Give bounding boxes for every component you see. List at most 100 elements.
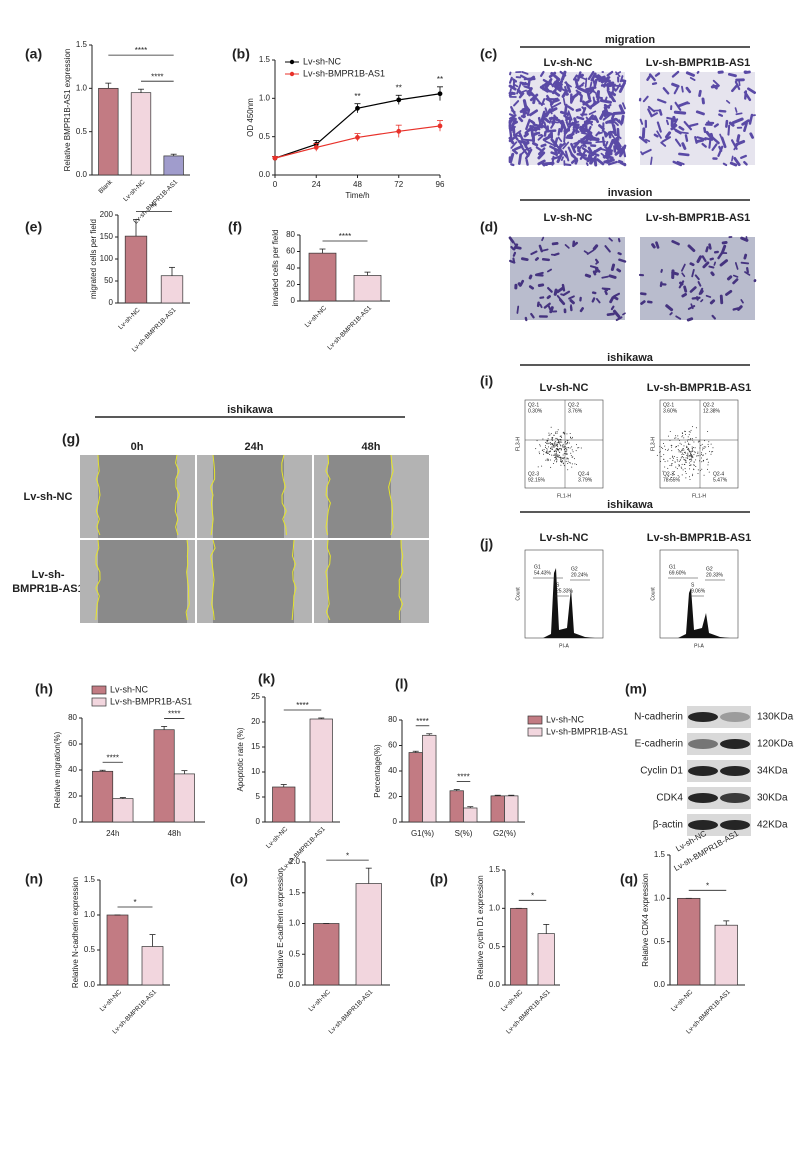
- legend-label: Lv-sh-BMPR1B-AS1: [110, 696, 192, 706]
- event-dot: [551, 443, 553, 445]
- cell: [516, 305, 520, 314]
- cell: [733, 157, 741, 167]
- event-dot: [687, 442, 689, 444]
- cell: [734, 262, 739, 270]
- bar: [504, 795, 519, 823]
- cell: [645, 138, 651, 143]
- cell: [612, 309, 621, 318]
- cell: [647, 105, 656, 113]
- flow-frame: [659, 549, 739, 639]
- cell: [537, 283, 545, 287]
- cell: [592, 244, 599, 251]
- event-dot: [693, 461, 695, 463]
- event-dot: [550, 443, 552, 445]
- event-dot: [699, 460, 701, 462]
- cell: [579, 127, 586, 134]
- cell: [748, 113, 754, 125]
- event-dot: [695, 427, 697, 429]
- bar: [124, 235, 148, 304]
- event-dot: [684, 463, 686, 465]
- marker: [396, 97, 402, 103]
- y-tick-label: 20: [68, 791, 77, 800]
- gate-value: 69.60%: [669, 570, 687, 576]
- event-dot: [567, 447, 569, 449]
- cell: [740, 261, 750, 265]
- y-axis-label: Relative CDK4 expression: [641, 873, 650, 966]
- y-tick-label: 0.5: [259, 132, 271, 141]
- line: [274, 125, 441, 159]
- cell: [541, 115, 546, 126]
- cell: [529, 119, 536, 125]
- event-dot: [680, 457, 682, 459]
- event-dot: [660, 456, 662, 458]
- column-label: 24h: [245, 441, 264, 453]
- event-dot: [551, 439, 553, 441]
- bar: [355, 883, 382, 986]
- gate-name: G1: [534, 564, 541, 570]
- cell: [587, 70, 595, 81]
- cell: [616, 139, 622, 148]
- event-dot: [553, 462, 555, 464]
- cell: [689, 76, 696, 81]
- event-dot: [685, 457, 687, 459]
- event-dot: [676, 459, 678, 461]
- event-dot: [680, 459, 682, 461]
- band-name: β-actin: [653, 820, 683, 831]
- x-axis-label: PI-A: [559, 643, 569, 649]
- event-dot: [659, 445, 661, 447]
- event-dot: [702, 447, 704, 449]
- event-dot: [684, 441, 686, 443]
- cell: [508, 84, 517, 91]
- x-tick-label: Lv-sh-NC: [122, 178, 147, 203]
- x-tick-label: Lv-sh-NC: [99, 988, 124, 1013]
- cell: [562, 141, 570, 150]
- event-dot: [570, 437, 572, 439]
- event-dot: [696, 455, 698, 457]
- y-tick-label: 1.0: [76, 83, 88, 92]
- band-name: E-cadherin: [635, 739, 683, 750]
- event-dot: [546, 449, 548, 451]
- y-tick-label: 80: [286, 230, 295, 239]
- event-dot: [549, 434, 551, 436]
- event-dot: [683, 457, 685, 459]
- y-axis-label: Count: [515, 587, 521, 601]
- cell: [560, 70, 567, 81]
- panel-label: (h): [35, 681, 53, 697]
- event-dot: [562, 461, 564, 463]
- event-dot: [667, 460, 669, 462]
- event-dot: [669, 440, 671, 442]
- column-label: Lv-sh-BMPR1B-AS1: [646, 57, 751, 69]
- event-dot: [662, 470, 664, 472]
- band-size: 130KDa: [757, 712, 794, 723]
- cell: [731, 117, 744, 125]
- event-dot: [557, 445, 559, 447]
- cell: [539, 70, 545, 77]
- event-dot: [682, 469, 684, 471]
- event-dot: [687, 436, 689, 438]
- y-tick-label: 1.0: [84, 910, 96, 919]
- panel-label: (n): [25, 871, 43, 887]
- event-dot: [710, 443, 712, 445]
- cell: [560, 150, 568, 159]
- significance-label: ****: [107, 753, 119, 762]
- cell: [541, 236, 545, 242]
- blot-strip: [687, 706, 751, 728]
- cell: [719, 259, 729, 267]
- event-dot: [556, 432, 558, 434]
- event-dot: [686, 440, 688, 442]
- cell: [673, 87, 679, 95]
- event-dot: [685, 446, 687, 448]
- y-tick-label: 20: [251, 717, 260, 726]
- quadrant-name: Q2-4: [578, 471, 589, 477]
- cell: [603, 131, 607, 138]
- y-tick-label: 0.0: [76, 170, 88, 179]
- event-dot: [556, 442, 558, 444]
- significance-label: ****: [296, 701, 308, 710]
- cell: [678, 125, 685, 131]
- cell: [640, 300, 646, 305]
- wound-edge: [95, 454, 101, 536]
- event-dot: [566, 453, 568, 455]
- wound-edge: [95, 539, 101, 621]
- event-dot: [692, 456, 694, 458]
- event-dot: [678, 450, 680, 452]
